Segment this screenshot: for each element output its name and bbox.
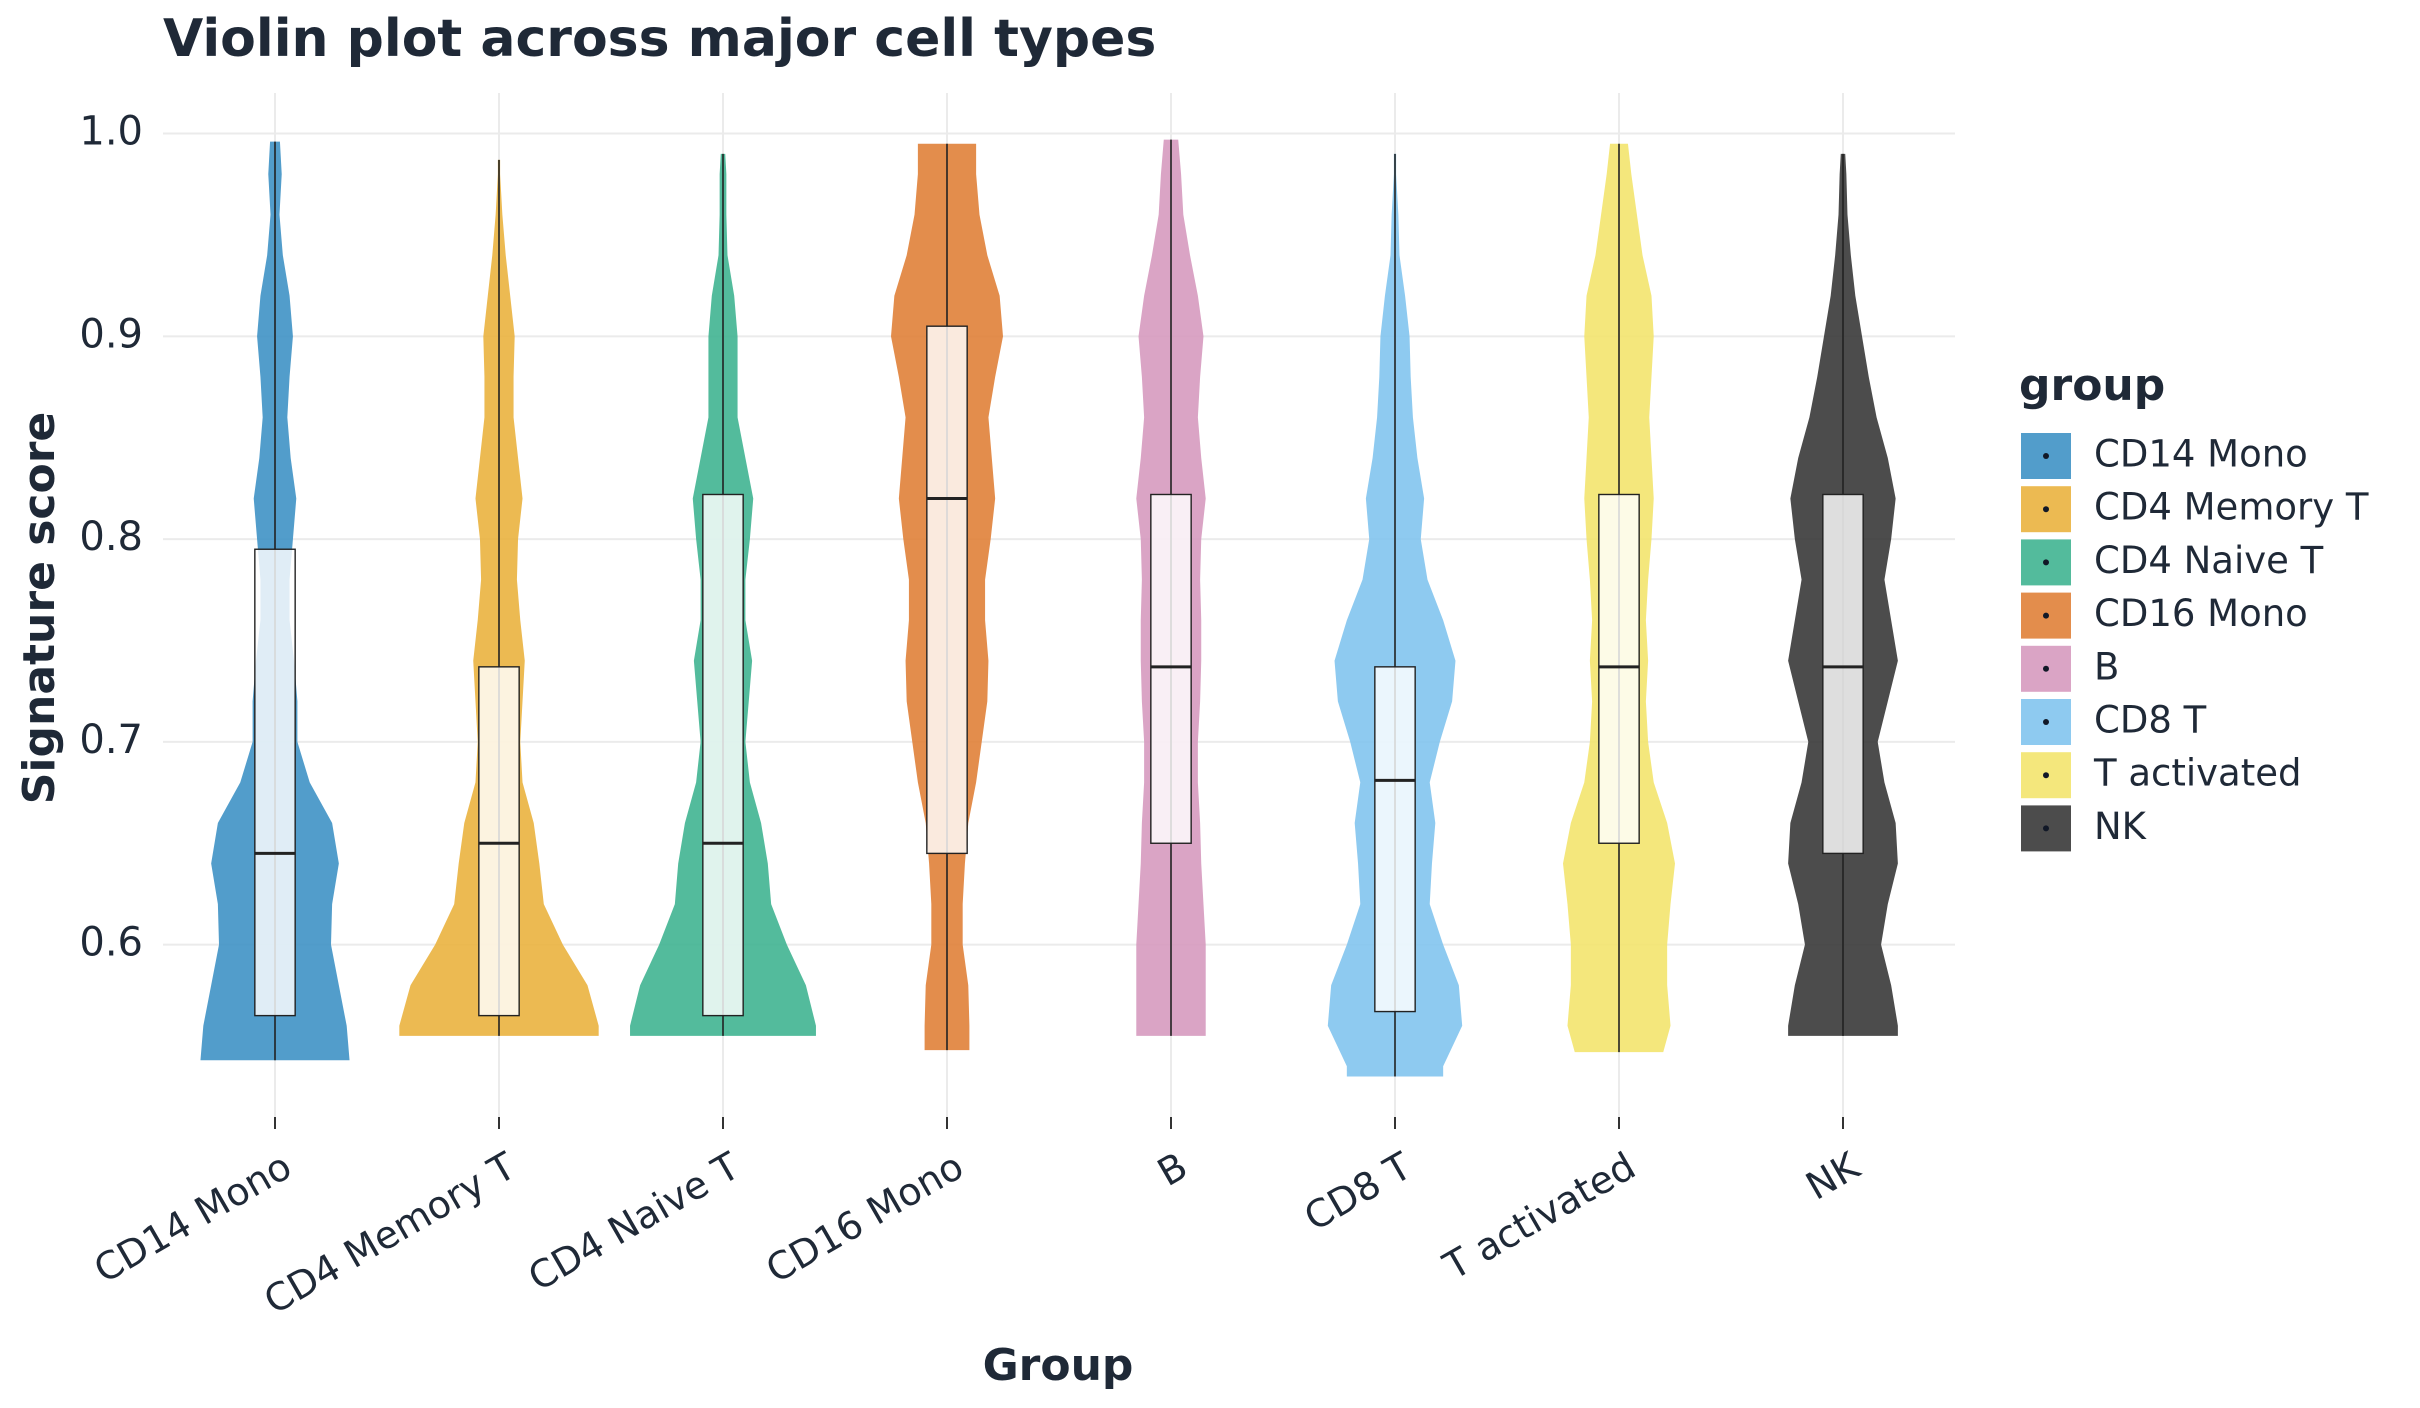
legend-dot [2043,559,2049,566]
x-tick-label: CD14 Mono [87,1144,299,1292]
box [478,666,520,1017]
box [1598,493,1640,844]
box [1150,493,1192,844]
y-tick-label: 0.8 [79,514,143,560]
legend-label: CD4 Naive T [2094,539,2324,582]
x-tick-label: NK [1799,1143,1868,1208]
y-tick-label: 0.9 [79,311,143,357]
legend-label: CD14 Mono [2094,433,2308,476]
x-axis-title: Group [983,1340,1134,1391]
x-tick-label: CD8 T [1297,1143,1420,1239]
x-tick-label: CD4 Memory T [257,1143,524,1322]
legend-label: CD8 T [2094,699,2207,742]
legend-dot [2043,612,2049,619]
x-tick-label: CD16 Mono [759,1144,971,1292]
y-tick-label: 0.7 [79,717,143,763]
y-tick-label: 0.6 [79,920,143,966]
box [1822,493,1864,855]
chart-title: Violin plot across major cell types [163,9,1156,69]
legend-dot [2043,825,2049,832]
legend-label: NK [2094,805,2148,848]
box [702,493,744,1017]
legend-label: T activated [2093,752,2302,795]
legend-dot [2043,719,2049,725]
box [254,548,296,1017]
box [1374,666,1416,1013]
legend-dot [2043,453,2049,459]
y-axis-title: Signature score [14,412,65,805]
legend-label: CD4 Memory T [2094,486,2369,529]
legend-dot [2043,772,2049,779]
x-tick-label: CD4 Naive T [521,1143,748,1299]
legend-label: CD16 Mono [2094,592,2308,635]
legend-label: B [2094,645,2119,688]
legend-dot [2043,665,2049,672]
legend-dot [2043,506,2049,513]
x-tick-label: T activated [1435,1144,1642,1289]
box [926,325,968,855]
legend-title: group [2019,360,2165,411]
x-tick-label: B [1150,1144,1195,1195]
y-tick-label: 1.0 [79,109,143,155]
